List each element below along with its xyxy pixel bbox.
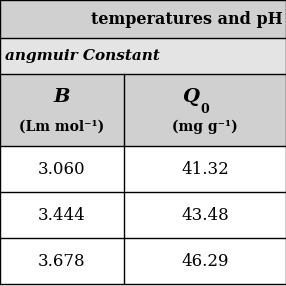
Text: 41.32: 41.32 xyxy=(181,160,229,178)
Text: 43.48: 43.48 xyxy=(181,206,229,223)
Text: 3.678: 3.678 xyxy=(38,253,86,269)
Bar xyxy=(0,0,286,38)
Text: B: B xyxy=(54,88,70,106)
Bar xyxy=(0,38,286,74)
Text: 3.060: 3.060 xyxy=(38,160,86,178)
Text: Q: Q xyxy=(182,88,199,106)
Text: (Lm mol⁻¹): (Lm mol⁻¹) xyxy=(19,120,105,134)
Text: (mg g⁻¹): (mg g⁻¹) xyxy=(172,119,238,134)
Text: 3.444: 3.444 xyxy=(38,206,86,223)
Text: temperatures and pH: temperatures and pH xyxy=(91,11,283,27)
Bar xyxy=(0,146,286,284)
Text: 46.29: 46.29 xyxy=(181,253,229,269)
Bar xyxy=(0,74,286,146)
Text: angmuir Constant: angmuir Constant xyxy=(5,49,160,63)
Text: 0: 0 xyxy=(200,103,209,116)
